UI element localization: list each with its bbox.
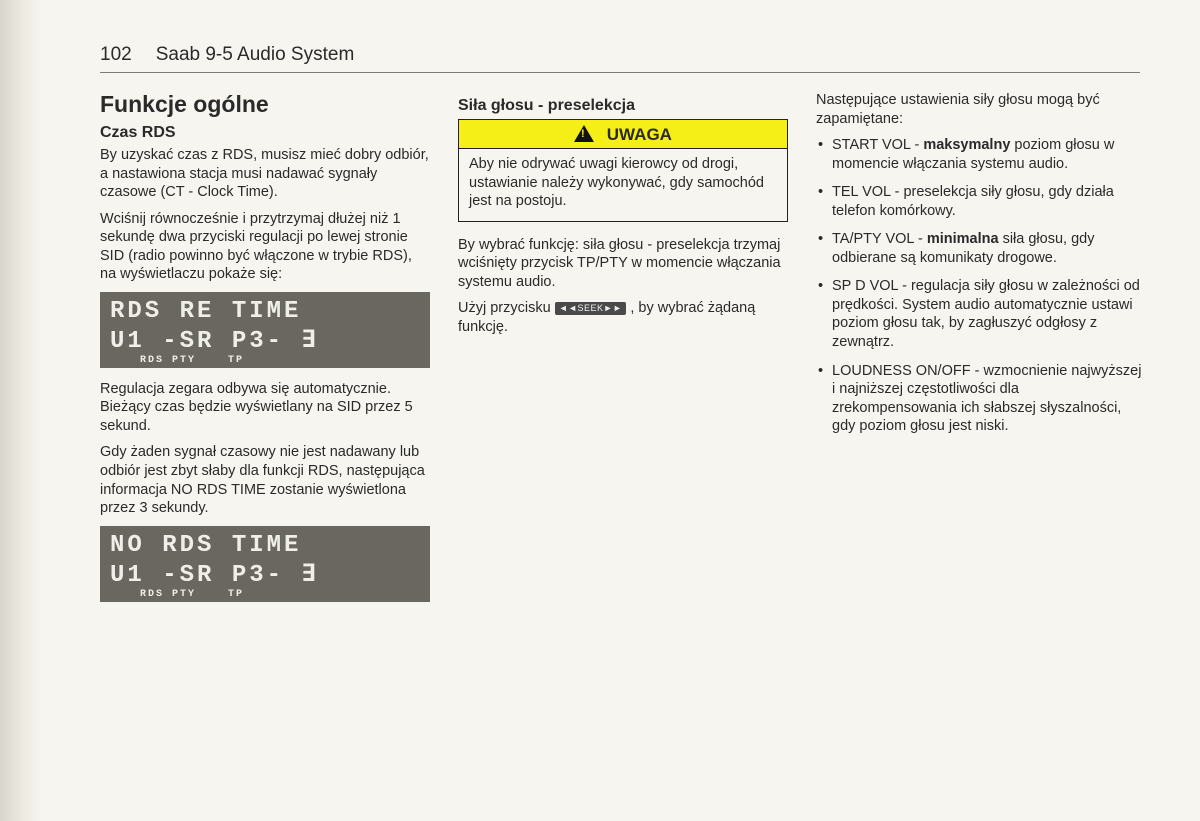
subsection-heading: Siła głosu - preselekcja xyxy=(458,97,788,115)
warning-header: UWAGA xyxy=(459,120,787,149)
list-item: SP D VOL - regulacja siły głosu w zależn… xyxy=(816,277,1146,351)
setting-emph: maksymalny xyxy=(923,137,1010,153)
warning-body: Aby nie odrywać uwagi kierowcy od drogi,… xyxy=(459,149,787,221)
lcd-line: U1 -SR P3- ∃ xyxy=(110,559,420,589)
list-item: LOUDNESS ON/OFF - wzmocnienie najwyższej… xyxy=(816,362,1146,436)
body-text: By wybrać funkcję: siła głosu - preselek… xyxy=(458,236,788,292)
warning-box: UWAGA Aby nie odrywać uwagi kierowcy od … xyxy=(458,119,788,222)
body-text: Użyj przycisku ◄◄SEEK►► , by wybrać żąda… xyxy=(458,299,788,336)
subsection-heading: Czas RDS xyxy=(100,124,430,142)
list-item: TA/PTY VOL - minimalna siła głosu, gdy o… xyxy=(816,230,1146,267)
lcd-display: RDS RE TIME U1 -SR P3- ∃ RDS PTY TP xyxy=(100,292,430,368)
page-number: 102 xyxy=(100,44,132,66)
body-text: Wciśnij równocześnie i przytrzymaj dłuże… xyxy=(100,210,430,284)
warning-label: UWAGA xyxy=(607,125,672,144)
lcd-line: NO RDS TIME xyxy=(110,532,420,559)
lcd-display: NO RDS TIME U1 -SR P3- ∃ RDS PTY TP xyxy=(100,526,430,602)
scan-gutter xyxy=(0,0,42,821)
content-columns: Funkcje ogólne Czas RDS By uzyskać czas … xyxy=(100,91,1140,614)
settings-list: START VOL - maksymalny poziom głosu w mo… xyxy=(816,136,1146,436)
header-title: Saab 9-5 Audio System xyxy=(156,44,355,66)
warning-triangle-icon xyxy=(574,125,594,142)
body-text: Gdy żaden sygnał czasowy nie jest nada­w… xyxy=(100,443,430,517)
setting-emph: minimalna xyxy=(927,231,999,247)
manual-page: 102 Saab 9-5 Audio System Funkcje ogólne… xyxy=(0,0,1200,821)
setting-label: TA/PTY VOL xyxy=(832,231,914,247)
seek-button-icon: ◄◄SEEK►► xyxy=(555,302,627,316)
setting-label: START VOL xyxy=(832,137,910,153)
setting-label: SP D VOL xyxy=(832,278,898,294)
section-heading: Funkcje ogólne xyxy=(100,91,430,118)
setting-label: LOUDNESS ON/OFF xyxy=(832,363,971,379)
column-2: Siła głosu - preselekcja UWAGA Aby nie o… xyxy=(458,91,788,614)
body-text: Regulacja zegara odbywa się automatycz­n… xyxy=(100,380,430,436)
list-item: TEL VOL - preselekcja siły głosu, gdy dz… xyxy=(816,183,1146,220)
page-header: 102 Saab 9-5 Audio System xyxy=(100,44,1140,73)
lcd-line: U1 -SR P3- ∃ xyxy=(110,325,420,355)
body-text-fragment: Użyj przycisku xyxy=(458,300,555,316)
column-1: Funkcje ogólne Czas RDS By uzyskać czas … xyxy=(100,91,430,614)
list-item: START VOL - maksymalny poziom głosu w mo… xyxy=(816,136,1146,173)
column-3: Następujące ustawienia siły głosu mogą b… xyxy=(816,91,1146,614)
body-text: Następujące ustawienia siły głosu mogą b… xyxy=(816,91,1146,128)
setting-label: TEL VOL xyxy=(832,184,891,200)
body-text: By uzyskać czas z RDS, musisz mieć dobry… xyxy=(100,146,430,202)
lcd-indicators: RDS PTY TP xyxy=(110,355,420,366)
lcd-line: RDS RE TIME xyxy=(110,298,420,325)
lcd-indicators: RDS PTY TP xyxy=(110,589,420,600)
